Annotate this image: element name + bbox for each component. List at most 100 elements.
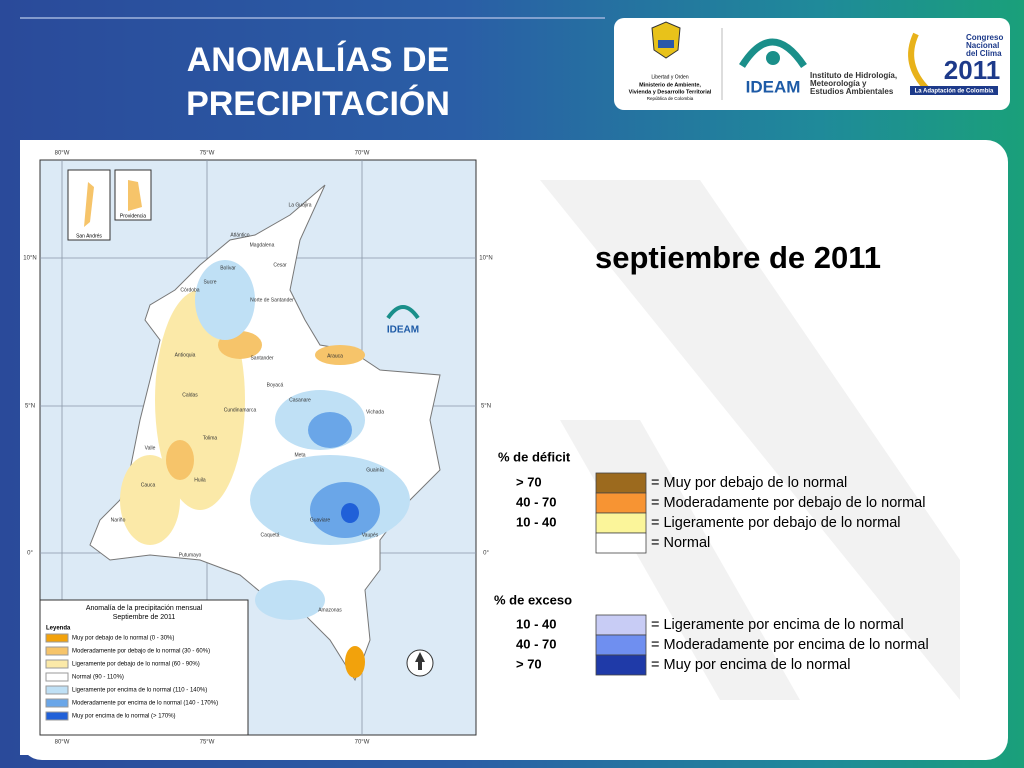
department-label: Caldas xyxy=(182,392,198,398)
legend-range: 40 - 70 xyxy=(516,494,556,509)
map-legend xyxy=(39,599,249,736)
date-heading: septiembre de 2011 xyxy=(595,240,881,275)
department-label: Casanare xyxy=(289,397,311,403)
logo-text: La Adaptación de Colombia xyxy=(915,89,994,95)
legend-label: = Moderadamente por encima de lo normal xyxy=(651,637,929,653)
legend-range: 10 - 40 xyxy=(516,514,556,529)
department-label: Boyacá xyxy=(267,382,284,388)
map-legend-swatch xyxy=(45,698,69,708)
logo-text: Congreso xyxy=(966,33,1003,42)
coord-label: 5°N xyxy=(481,404,491,410)
department-label: Tolima xyxy=(203,435,218,441)
congreso-logo xyxy=(908,32,931,93)
legend: % de déficit > 70 = Muy por debajo de lo n… xyxy=(494,449,929,676)
map-logo-text: IDEAM xyxy=(387,325,419,336)
map-legend-title: Anomalía de la precipitación mensual xyxy=(86,605,203,612)
map-legend-label: Moderadamente por debajo de lo normal (3… xyxy=(72,649,210,655)
coord-label: 80°W xyxy=(55,151,70,157)
map-legend-label: Ligeramente por encima de lo normal (110… xyxy=(72,688,207,694)
legend-swatch xyxy=(595,512,647,534)
department-label: Vaupés xyxy=(362,532,379,538)
coord-label: 10°N xyxy=(23,256,36,262)
logo-text: Ministerio de Ambiente, xyxy=(639,82,701,88)
logo-text: Nacional xyxy=(966,41,999,50)
map-logo xyxy=(386,305,420,320)
map-legend-label: Normal (90 - 110%) xyxy=(72,675,124,681)
coord-label: 0° xyxy=(483,551,489,557)
logo-text: Estudios Ambientales xyxy=(810,87,894,96)
map-legend-swatch xyxy=(45,646,69,656)
legend-swatch xyxy=(595,654,647,676)
title: ANOMALÍAS DE xyxy=(187,41,450,79)
department-label: Arauca xyxy=(327,353,343,359)
department-label: Antioquia xyxy=(175,352,196,358)
map-legend-swatch xyxy=(45,685,69,695)
tagline-bar xyxy=(910,86,998,95)
map-legend-label: Ligeramente por debajo de lo normal (60 … xyxy=(72,662,200,668)
map-legend-heading: Leyenda xyxy=(46,626,71,632)
coord-label: 75°W xyxy=(200,740,215,746)
map-legend-swatch xyxy=(45,711,69,721)
map-legend-label: Muy por debajo de lo normal (0 - 30%) xyxy=(72,636,174,642)
watermark xyxy=(540,180,960,700)
inset-island xyxy=(128,180,142,211)
logo-text: 2011 xyxy=(944,55,1000,85)
map-legend-swatch xyxy=(45,672,69,682)
legend-swatch xyxy=(595,532,647,554)
legend-range: 10 - 40 xyxy=(516,616,556,631)
legend-label: = Normal xyxy=(651,535,710,551)
north-arrow xyxy=(415,652,425,670)
ideam-logo xyxy=(766,51,780,65)
department-label: La Guajira xyxy=(288,202,311,208)
department-label: Huila xyxy=(194,477,206,483)
department-label: Cundinamarca xyxy=(224,407,257,413)
legend-swatch xyxy=(595,472,647,494)
legend-label: = Moderadamente por debajo de lo normal xyxy=(651,495,925,511)
logo-text: Libertad y Orden xyxy=(651,74,688,80)
inset-island xyxy=(84,182,94,227)
legend-label: = Muy por encima de lo normal xyxy=(651,657,850,673)
legend-label: = Ligeramente por debajo de lo normal xyxy=(651,515,900,531)
department-label: Vichada xyxy=(366,409,384,415)
department-label: Amazonas xyxy=(318,607,342,613)
department-label: Caquetá xyxy=(261,532,280,538)
legend-label: = Ligeramente por encima de lo normal xyxy=(651,617,904,633)
map-legend-swatch xyxy=(45,659,69,669)
inset-label: San Andrés xyxy=(76,233,102,239)
logo-text: Vivienda y Desarrollo Territorial xyxy=(629,89,712,95)
legend-swatch xyxy=(595,634,647,656)
coord-label: 70°W xyxy=(355,740,370,746)
legend-range: > 70 xyxy=(516,474,542,489)
coord-label: 10°N xyxy=(479,256,492,262)
coord-label: 0° xyxy=(27,551,33,557)
anomaly-areas xyxy=(120,260,410,678)
coat-of-arms xyxy=(658,40,674,48)
coord-label: 70°W xyxy=(355,151,370,157)
map-legend-swatch xyxy=(45,633,69,643)
department-label: Cesar xyxy=(273,262,287,268)
department-label: Bolívar xyxy=(220,265,236,271)
map-legend-items: Muy por debajo de lo normal (0 - 30%) Mod… xyxy=(45,633,218,721)
department-label: Magdalena xyxy=(250,242,275,248)
department-label: Putumayo xyxy=(179,552,202,558)
title: PRECIPITACIÓN xyxy=(186,85,450,123)
department-label: Santander xyxy=(250,355,273,361)
department-label: Guainía xyxy=(366,467,384,473)
map-legend-label: Moderadamente por encima de lo normal (1… xyxy=(72,701,218,707)
legend-title: % de exceso xyxy=(494,592,572,607)
department-label: Meta xyxy=(294,452,305,458)
department-label: Nariño xyxy=(111,517,126,523)
legend-swatch xyxy=(595,492,647,514)
department-label: Norte de Santander xyxy=(250,297,294,303)
map-legend-label: Muy por encima de lo normal (> 170%) xyxy=(72,714,176,720)
department-label: Sucre xyxy=(203,279,216,285)
logo-text: Instituto de Hidrología, xyxy=(810,71,897,80)
coord-label: 5°N xyxy=(25,404,35,410)
legend-range: 40 - 70 xyxy=(516,636,556,651)
legend-swatch xyxy=(595,614,647,636)
ideam-logo xyxy=(739,38,807,68)
coord-labels: 80°W 75°W 70°W 80°W 75°W 70°W 10°N 5°N 0… xyxy=(23,151,492,746)
